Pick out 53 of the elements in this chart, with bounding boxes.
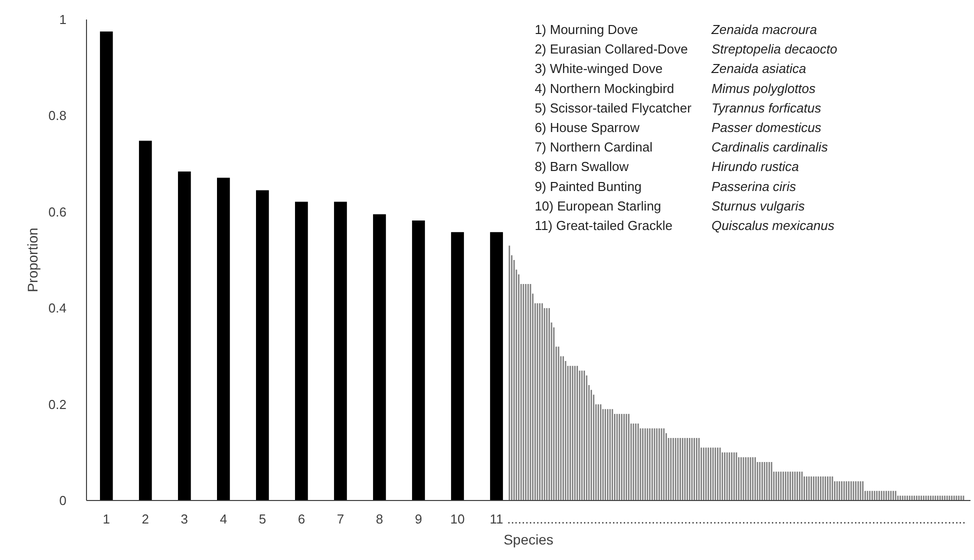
annotation: Zenaida asiatica [710,61,806,76]
x-tick-label: 2 [142,512,150,526]
bar [256,190,269,500]
bar [373,214,386,500]
annotation: Passerina ciris [711,178,797,194]
bar [178,171,191,500]
annotation: 2) Eurasian Collared-Dove [534,42,688,57]
bar [295,202,308,500]
annotation: 1) Mourning Dove [534,22,638,37]
y-tick-label: 1 [59,12,67,27]
bar [334,202,347,500]
bar [100,32,113,500]
annotation: Passer domesticus [711,120,822,135]
annotation: 4) Northern Mockingbird [534,80,674,96]
bar [490,232,503,500]
y-tick-label: 0.6 [48,204,67,220]
x-tick-label: ............................................................................................................................... [507,512,966,526]
x-tick-label: 9 [414,512,422,526]
x-tick-label: 1 [102,512,110,526]
y-tick-label: 0 [59,493,67,508]
annotation: 9) Painted Bunting [534,178,642,194]
annotation: Quiscalus mexicanus [711,218,835,233]
bar [412,220,425,500]
annotation: Mimus polyglottos [711,80,816,96]
annotation: Hirundo rustica [711,159,799,174]
annotation: Streptopelia decaocto [711,42,838,57]
x-tick-label: 11 [490,512,504,526]
bar [451,232,464,500]
x-tick-label: 3 [180,512,188,526]
y-tick-label: 0.4 [48,300,67,316]
x-tick-label: 7 [336,512,344,526]
annotation: 11) Great-tailed Grackle [534,218,672,233]
annotation: 5) Scissor-tailed Flycatcher [534,100,692,116]
annotation: Zenaida macroura [710,22,817,37]
y-axis-title: Proportion [24,228,40,292]
annotation: 3) White-winged Dove [534,61,663,76]
annotation: 8) Barn Swallow [534,159,630,174]
x-tick-label: 8 [376,512,384,526]
annotation: 10) European Starling [534,198,662,214]
x-axis-title: Species [504,532,554,548]
x-tick-label: 4 [220,512,228,526]
y-tick-label: 0.2 [48,396,67,412]
annotation: Tyrannus forficatus [711,100,822,116]
bar [216,178,230,500]
annotation: 6) House Sparrow [534,120,640,135]
x-tick-label: 10 [450,512,465,526]
y-tick-label: 0.8 [48,108,67,124]
annotation: 7) Northern Cardinal [534,140,653,155]
x-tick-label: 6 [298,512,306,526]
annotation: Cardinalis cardinalis [711,140,828,155]
annotation: Sturnus vulgaris [711,198,806,214]
bar [138,140,152,500]
x-tick-label: 5 [258,512,266,526]
